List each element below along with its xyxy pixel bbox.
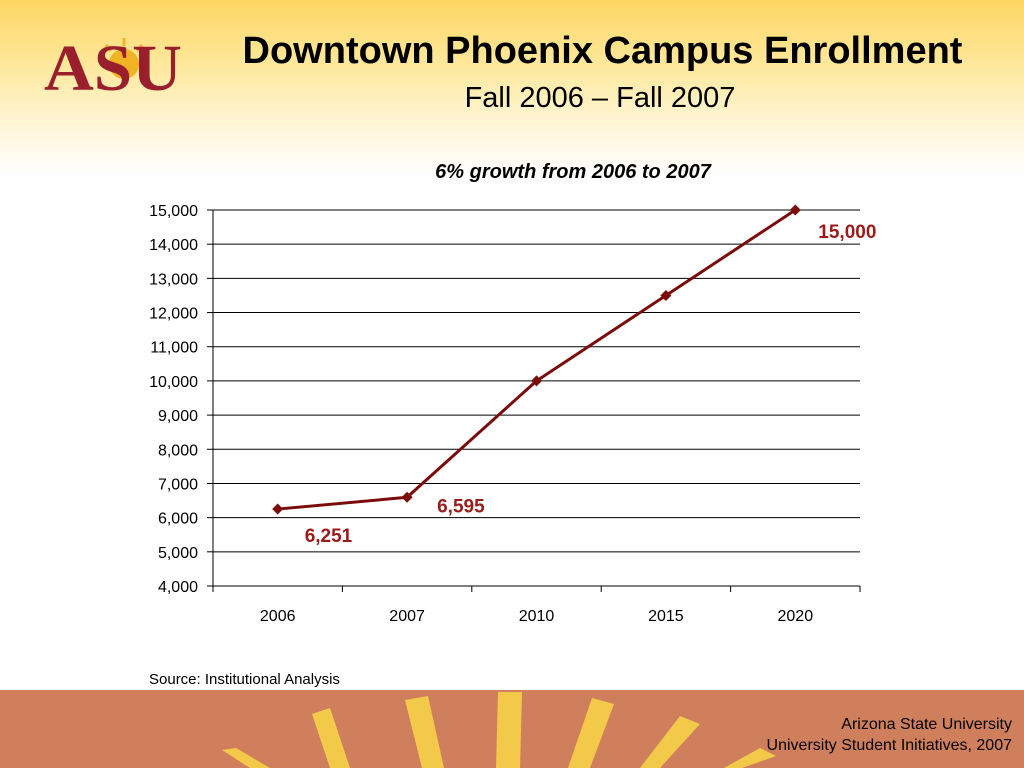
sun-icon <box>98 38 150 79</box>
asu-logo: ASU <box>44 32 182 96</box>
y-tick-label: 5,000 <box>158 545 198 562</box>
y-tick-label: 8,000 <box>158 442 198 459</box>
enrollment-line-chart: 4,000 5,000 6,000 7,000 8,000 9,000 10,000 11,0… <box>149 203 876 625</box>
series-line <box>277 208 797 511</box>
y-tick-label: 13,000 <box>149 271 198 288</box>
y-tick-label: 15,000 <box>149 203 198 220</box>
logo-wordmark: ASU <box>44 32 182 96</box>
x-tick-label: 2006 <box>260 608 296 625</box>
x-tick-label: 2020 <box>778 608 814 625</box>
chart-title: 6% growth from 2006 to 2007 <box>435 161 711 183</box>
y-tick-label: 12,000 <box>149 306 198 323</box>
y-tick-label: 6,000 <box>158 511 198 528</box>
y-tick-label: 11,000 <box>150 340 198 357</box>
footer-credits: Arizona State University University Stud… <box>767 714 1012 756</box>
data-point <box>789 204 801 216</box>
data-label: 15,000 <box>818 222 876 243</box>
source-note: Source: Institutional Analysis <box>149 671 340 688</box>
footer-line-department: University Student Initiatives, 2007 <box>766 737 1012 754</box>
data-label: 6,595 <box>437 496 485 517</box>
page-title: Downtown Phoenix Campus Enrollment <box>242 30 963 72</box>
data-point <box>660 289 672 301</box>
data-point <box>531 375 542 387</box>
data-point <box>272 503 284 515</box>
page-subtitle: Fall 2006 – Fall 2007 <box>464 82 736 114</box>
y-tick-label: 9,000 <box>158 408 198 425</box>
footer-band: Arizona State University University Stud… <box>0 690 1024 768</box>
sunburst-decoration <box>222 692 776 768</box>
x-tick-label: 2015 <box>648 608 684 625</box>
y-tick-label: 14,000 <box>149 237 198 254</box>
y-tick-label: 7,000 <box>158 476 198 493</box>
data-point <box>401 491 413 503</box>
data-label: 6,251 <box>305 526 353 547</box>
y-tick-label: 10,000 <box>149 374 198 391</box>
x-tick-label: 2010 <box>519 608 555 625</box>
x-tick-label: 2007 <box>389 608 425 625</box>
y-tick-label: 4,000 <box>158 579 198 596</box>
footer-line-institution: Arizona State University <box>841 716 1012 733</box>
